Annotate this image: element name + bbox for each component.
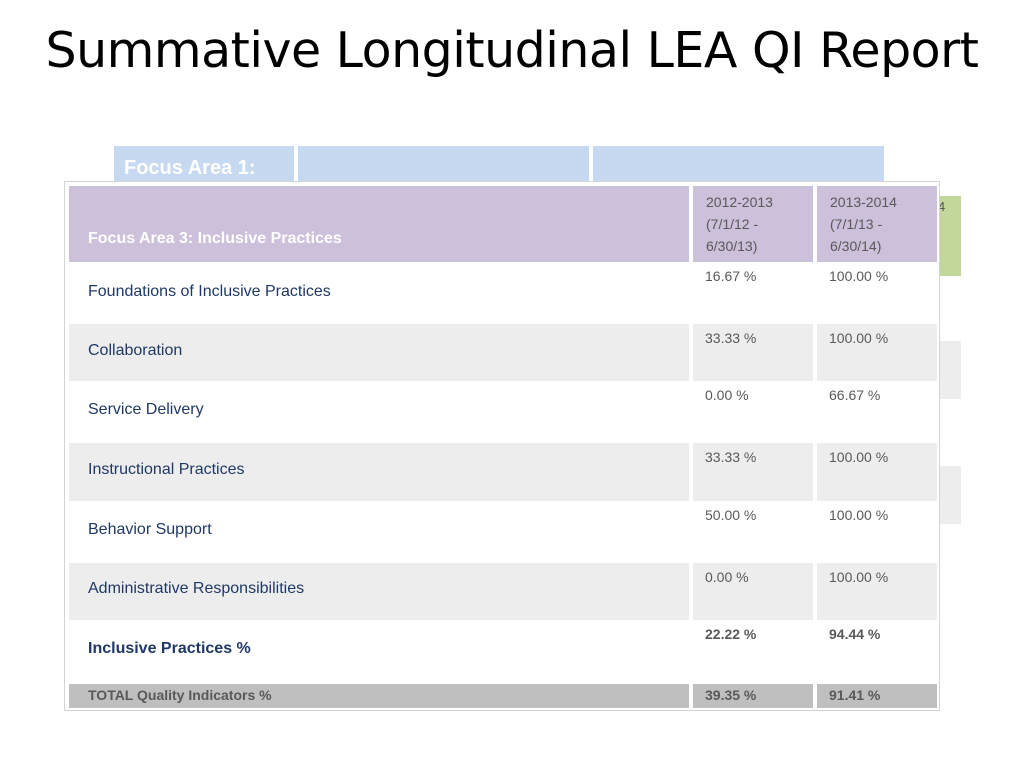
total-value-year2: 91.41 % bbox=[817, 684, 937, 708]
table-row: Service Delivery bbox=[69, 381, 689, 443]
table-row: Foundations of Inclusive Practices bbox=[69, 262, 689, 324]
focus-area-title: Focus Area 3: Inclusive Practices bbox=[88, 230, 342, 247]
row-label: Foundations of Inclusive Practices bbox=[88, 283, 331, 300]
row-label: Administrative Responsibilities bbox=[88, 580, 305, 597]
slide-title: Summative Longitudinal LEA QI Report bbox=[45, 22, 979, 79]
row-label: Inclusive Practices % bbox=[88, 640, 251, 657]
background-header-cell bbox=[298, 146, 589, 184]
background-focus-area-label: Focus Area 1: bbox=[124, 157, 256, 179]
background-year-header: 4 bbox=[938, 196, 961, 276]
row-label: Collaboration bbox=[88, 342, 183, 359]
total-label: TOTAL Quality Indicators % bbox=[88, 687, 272, 703]
row-label: Behavior Support bbox=[88, 521, 212, 538]
table-row: Collaboration bbox=[69, 324, 689, 381]
background-shaded-cell bbox=[938, 466, 961, 524]
row-value-year1: 16.67 % bbox=[705, 268, 757, 284]
row-value-year1: 0.00 % bbox=[705, 387, 749, 403]
table-row: Administrative Responsibilities bbox=[69, 563, 689, 620]
row-value-year2: 100.00 % bbox=[829, 268, 889, 284]
background-header-focus-area-1: Focus Area 1: bbox=[114, 146, 294, 184]
row-value-year2: 100.00 % bbox=[817, 324, 937, 381]
total-row: TOTAL Quality Indicators % bbox=[69, 684, 689, 708]
row-value-year2: 94.44 % bbox=[829, 626, 881, 642]
table-row: Instructional Practices bbox=[69, 443, 689, 501]
row-label: Instructional Practices bbox=[88, 461, 245, 478]
header-year-2012-2013: 2012-2013 (7/1/12 - 6/30/13) bbox=[693, 186, 813, 262]
total-value-year1: 39.35 % bbox=[693, 684, 813, 708]
row-value-year1: 22.22 % bbox=[705, 626, 757, 642]
header-focus-area-cell: Focus Area 3: Inclusive Practices bbox=[69, 186, 689, 262]
row-label: Service Delivery bbox=[88, 401, 204, 418]
table-row-summary: Inclusive Practices % bbox=[69, 620, 689, 682]
background-header-cell bbox=[593, 146, 884, 184]
header-year-2013-2014: 2013-2014 (7/1/13 - 6/30/14) bbox=[817, 186, 937, 262]
row-value-year2: 100.00 % bbox=[829, 507, 889, 523]
row-value-year2: 100.00 % bbox=[817, 443, 937, 501]
background-year-digit: 4 bbox=[938, 199, 946, 214]
row-value-year1: 0.00 % bbox=[693, 563, 813, 620]
row-value-year2: 100.00 % bbox=[817, 563, 937, 620]
row-value-year1: 33.33 % bbox=[693, 324, 813, 381]
row-value-year1: 50.00 % bbox=[705, 507, 757, 523]
inclusive-practices-table: Focus Area 3: Inclusive Practices 2012-2… bbox=[64, 181, 940, 711]
table-row: Behavior Support bbox=[69, 501, 689, 563]
row-value-year1: 33.33 % bbox=[693, 443, 813, 501]
background-shaded-cell bbox=[938, 341, 961, 399]
row-value-year2: 66.67 % bbox=[829, 387, 881, 403]
